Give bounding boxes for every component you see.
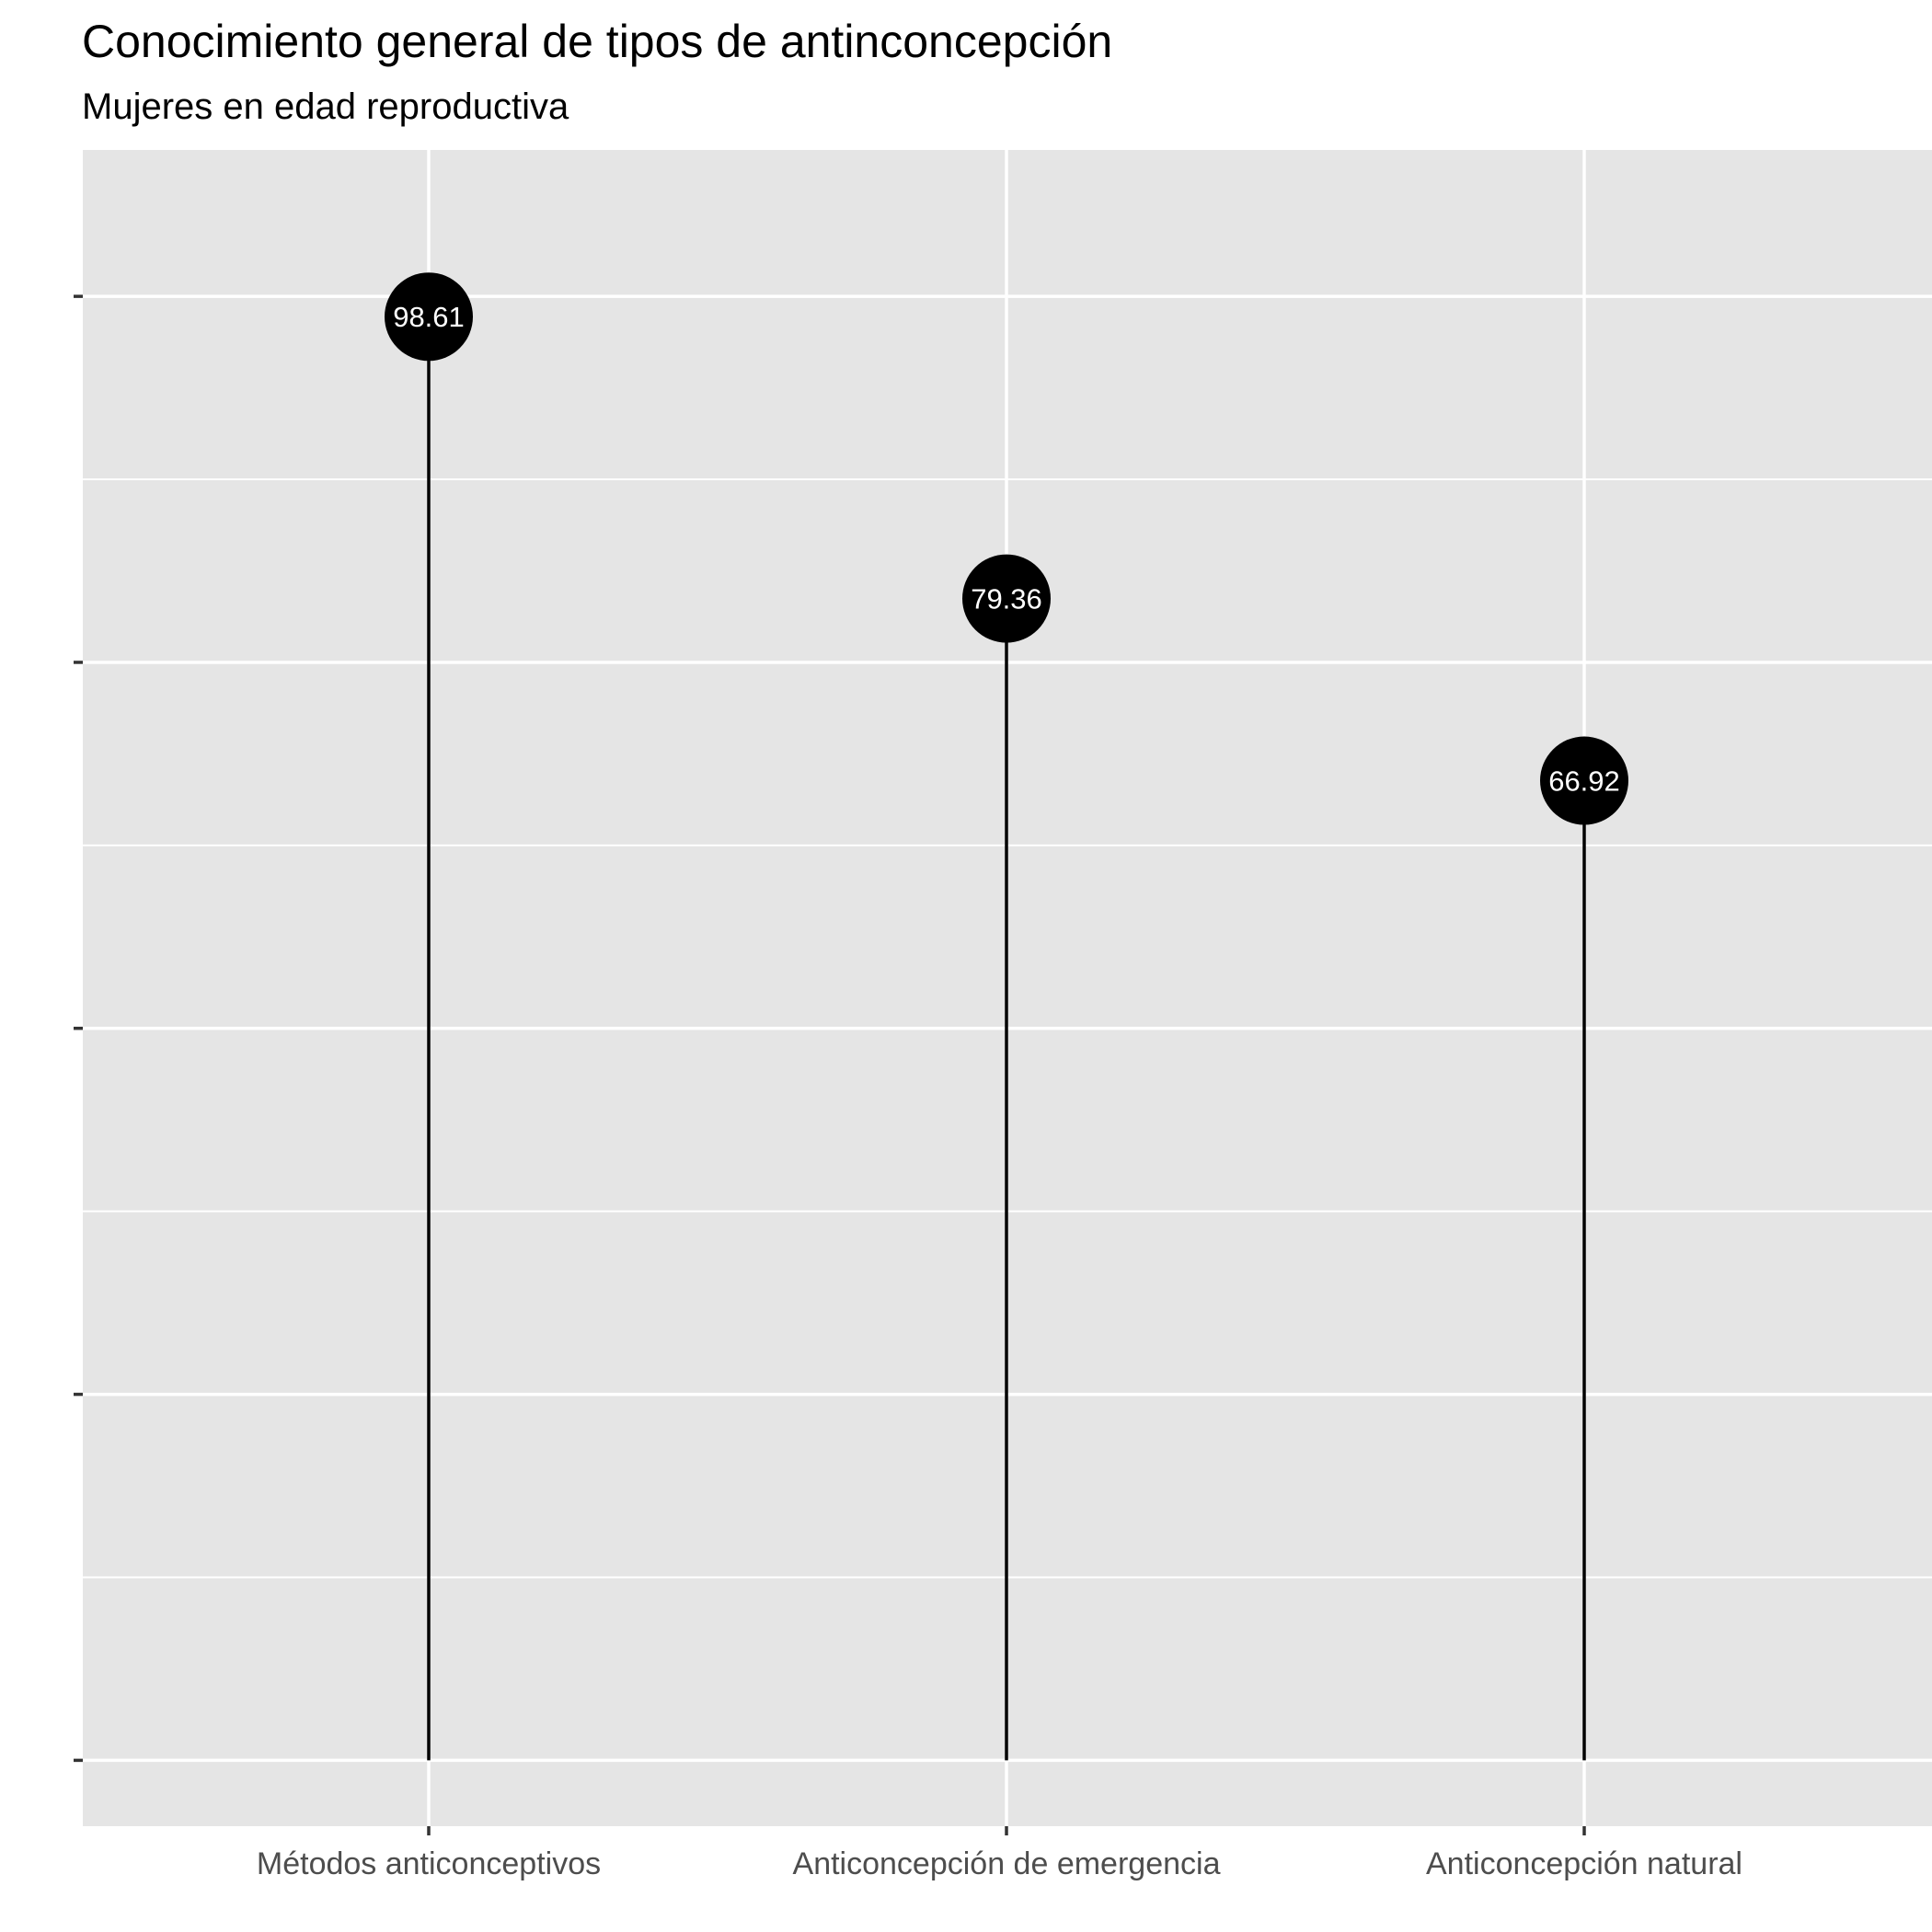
x-tick-label: Anticoncepción de emergencia [793, 1846, 1221, 1881]
chart-title: Conocimiento general de tipos de antinco… [82, 16, 1112, 67]
lollipop-points [385, 272, 1628, 825]
y-axis-ticks [74, 294, 83, 1763]
x-tick-label: Métodos anticonceptivos [257, 1846, 601, 1881]
x-axis-ticks [427, 1826, 1586, 1835]
x-tick-label: Anticoncepción natural [1426, 1846, 1742, 1881]
lollipop-stems [427, 316, 1586, 1761]
x-axis-labels: Métodos anticonceptivos Anticoncepción de… [257, 1846, 1742, 1881]
chart-subtitle: Mujeres en edad reproductiva [82, 86, 569, 127]
lollipop-point [385, 272, 473, 362]
point-value-label: 79.36 [971, 583, 1042, 615]
lollipop-point [1540, 736, 1628, 825]
point-value-label: 98.61 [393, 301, 465, 333]
point-labels: 98.61 79.36 66.92 [393, 301, 1620, 797]
point-value-label: 66.92 [1548, 765, 1620, 798]
lollipop-point [962, 554, 1051, 643]
